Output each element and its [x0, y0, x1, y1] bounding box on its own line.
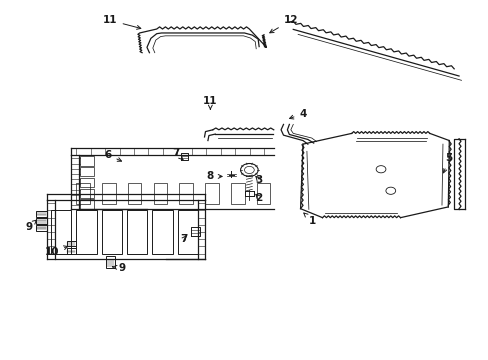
Text: 12: 12 — [269, 15, 298, 33]
Text: 8: 8 — [206, 171, 222, 181]
Text: 4: 4 — [289, 109, 306, 119]
Text: 9: 9 — [25, 220, 37, 231]
Text: 2: 2 — [255, 193, 262, 203]
Text: 10: 10 — [44, 246, 68, 257]
Text: 5: 5 — [442, 153, 452, 173]
Text: 11: 11 — [103, 15, 141, 29]
Text: 7: 7 — [180, 234, 187, 244]
Text: 9: 9 — [112, 263, 125, 273]
Text: 1: 1 — [303, 213, 316, 226]
Text: 11: 11 — [203, 96, 217, 109]
Text: 3: 3 — [255, 175, 262, 185]
Text: 6: 6 — [104, 150, 122, 161]
Text: 7: 7 — [172, 148, 183, 160]
